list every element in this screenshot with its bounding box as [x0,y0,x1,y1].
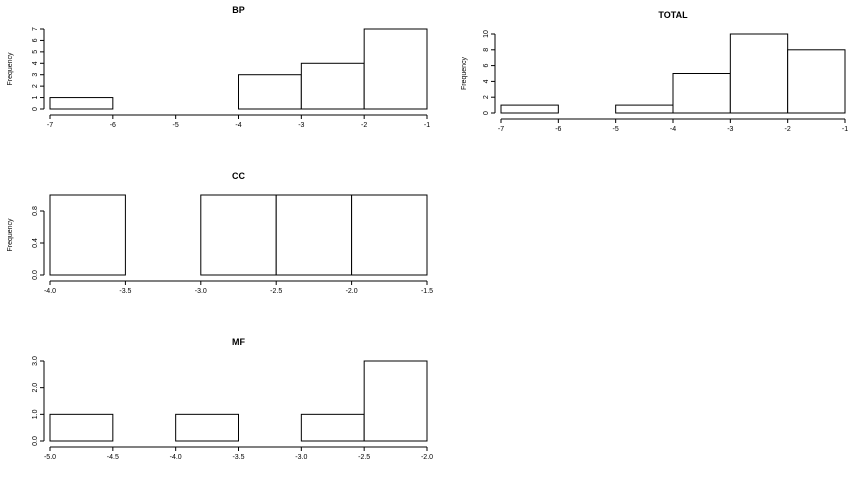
cc-x-tick-label: -1.5 [421,288,433,295]
total-histogram: TOTAL Frequency -7 -6 -5 -4 -3 -2 -1 0 2 4 6 8 10 [461,10,848,133]
bp-histogram: BP Frequency -7 -6 -5 -4 -3 -2 -1 0 1 2 3 4 5 6 7 [7,5,430,129]
bp-y-tick-label: 4 [32,61,39,65]
bp-y-tick-label: 0 [32,107,39,111]
cc-bar-2 [200,194,277,276]
cc-bar-0 [49,194,126,276]
total-bar-5 [787,49,846,114]
cc-bar-4 [351,194,428,276]
mf-bar-4 [300,413,365,442]
cc-x-tick-label: -2.0 [346,288,358,295]
bp-y-axis-label: Frequency [7,52,14,86]
bp-x-tick-label: -3 [298,122,304,129]
bp-y-tick-label: 1 [32,96,39,100]
mf-x-tick-label: -4.5 [107,454,119,461]
total-x-tick-label: -4 [670,126,676,133]
mf-x-tick-label: -4.0 [170,454,182,461]
cc-x-tick-label: -2.5 [270,288,282,295]
cc-x-tick-label: -3.5 [119,288,131,295]
bp-y-tick-label: 5 [32,50,39,54]
cc-bar-3 [275,194,353,276]
total-bar-2 [615,104,674,114]
bp-y-tick-label: 3 [32,73,39,77]
mf-y-tick-label: 2.0 [32,383,39,393]
mf-bar-5 [363,360,428,442]
mf-y-tick-label: 0.0 [32,436,39,446]
cc-title: CC [232,171,245,181]
bp-x-tick-label: -6 [110,122,116,129]
bp-bar-0 [49,97,114,110]
mf-x-tick-label: -3.0 [295,454,307,461]
mf-bar-2 [175,413,240,442]
total-y-tick-label: 6 [483,64,490,68]
mf-x-tick-label: -2.5 [358,454,370,461]
total-x-tick-label: -5 [613,126,619,133]
cc-y-tick-label: 0.0 [32,270,39,280]
cc-x-tick-label: -4.0 [44,288,56,295]
total-bar-3 [672,73,731,114]
mf-x-tick-label: -2.0 [421,454,433,461]
cc-histogram: CC Frequency -4.0 -3.5 -3.0 -2.5 -2.0 -1.5 0.0 0.… [7,171,433,295]
bp-y-tick-label: 7 [32,27,39,31]
cc-y-axis-label: Frequency [7,218,14,252]
total-y-tick-label: 0 [483,111,490,115]
total-x-tick-label: -3 [727,126,733,133]
mf-title: MF [232,337,245,347]
mf-histogram: MF -5.0 -4.5 -4.0 -3.5 -3.0 -2.5 -2.0 0.0 1.0 2.0 3… [32,337,433,461]
bp-title: BP [232,5,245,15]
total-bar-4 [729,33,789,114]
mf-x-tick-label: -5.0 [44,454,56,461]
total-x-tick-label: -6 [555,126,561,133]
bp-bar-5 [363,28,428,110]
total-bar-0 [500,104,559,114]
bp-x-tick-label: -7 [47,122,53,129]
mf-x-tick-label: -3.5 [232,454,244,461]
total-x-tick-label: -7 [498,126,504,133]
cc-x-tick-label: -3.0 [195,288,207,295]
bp-x-tick-label: -1 [424,122,430,129]
mf-y-tick-label: 3.0 [32,356,39,366]
total-title: TOTAL [658,10,688,20]
cc-y-tick-label: 0.8 [32,206,39,216]
total-y-axis-label: Frequency [461,56,468,90]
bp-x-tick-label: -2 [361,122,367,129]
total-x-tick-label: -2 [785,126,791,133]
mf-y-tick-label: 1.0 [32,409,39,419]
total-x-tick-label: -1 [842,126,848,133]
total-y-tick-label: 2 [483,95,490,99]
bp-y-tick-label: 2 [32,84,39,88]
total-y-tick-label: 4 [483,79,490,83]
bp-bar-3 [238,74,302,110]
mf-bar-0 [49,413,114,442]
bp-bar-4 [300,62,365,110]
cc-y-tick-label: 0.4 [32,238,39,248]
bp-x-tick-label: -5 [173,122,179,129]
total-y-tick-label: 10 [483,30,490,38]
bp-x-tick-label: -4 [235,122,241,129]
bp-y-tick-label: 6 [32,38,39,42]
total-y-tick-label: 8 [483,48,490,52]
